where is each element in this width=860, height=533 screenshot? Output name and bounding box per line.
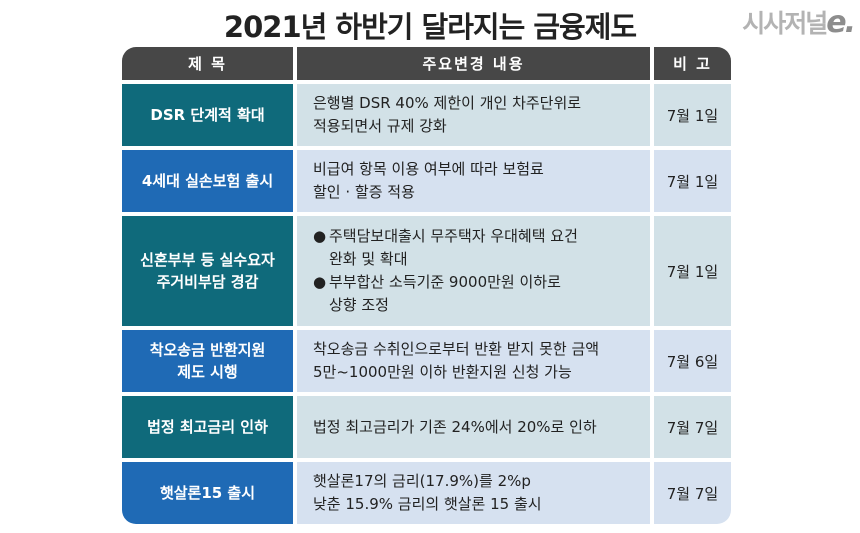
row-1-title: DSR 단계적 확대 <box>122 84 293 146</box>
row-6-title-line: 햇살론15 출시 <box>159 484 256 502</box>
row-3-bullet-2: ● 부부합산 소득기준 9000만원 이하로 <box>313 271 650 294</box>
row-2-desc-line-1: 비급여 항목 이용 여부에 따라 보험료 <box>313 160 544 178</box>
row-1-desc: 은행별 DSR 40% 제한이 개인 차주단위로 적용되면서 규제 강화 <box>297 84 650 146</box>
row-1-desc-line-1: 은행별 DSR 40% 제한이 개인 차주단위로 <box>313 94 582 112</box>
row-3-date: 7월 1일 <box>654 216 731 326</box>
row-5-title: 법정 최고금리 인하 <box>122 396 293 458</box>
logo-text: 시사저널 <box>742 9 828 38</box>
row-3-bullet-2-line-2: 상향 조정 <box>329 296 389 314</box>
header-title: 제 목 <box>122 47 293 80</box>
row-2-desc-line-2: 할인 · 할증 적용 <box>313 183 415 201</box>
row-2-desc: 비급여 항목 이용 여부에 따라 보험료 할인 · 할증 적용 <box>297 150 650 212</box>
row-4-title-line-2: 제도 시행 <box>177 363 238 381</box>
row-3-title-line-2: 주거비부담 경감 <box>156 273 259 291</box>
header-note: 비 고 <box>654 47 731 80</box>
row-3-title-line-1: 신혼부부 등 실수요자 <box>140 251 275 269</box>
row-5-desc-line-1: 법정 최고금리가 기존 24%에서 20%로 인하 <box>313 417 597 436</box>
row-1-desc-line-2: 적용되면서 규제 강화 <box>313 117 447 135</box>
row-3-bullet-1-line-2: 완화 및 확대 <box>329 250 408 268</box>
row-5-date: 7월 7일 <box>654 396 731 458</box>
row-3-desc: ● 주택담보대출시 무주택자 우대혜택 요건 완화 및 확대 ● 부부합산 소득… <box>297 216 650 326</box>
row-6-date: 7월 7일 <box>654 462 731 524</box>
row-4-desc-line-2: 5만~1000만원 이하 반환지원 신청 가능 <box>313 363 572 381</box>
row-6-title: 햇살론15 출시 <box>122 462 293 524</box>
row-2-title: 4세대 실손보험 출시 <box>122 150 293 212</box>
row-4-title-line-1: 착오송금 반환지원 <box>149 341 266 359</box>
page-title: 2021년 하반기 달라지는 금융제도 <box>223 10 637 44</box>
row-3-bullet-1-line-1: 주택담보대출시 무주택자 우대혜택 요건 <box>329 227 578 245</box>
row-1-date: 7월 1일 <box>654 84 731 146</box>
row-6-desc: 햇살론17의 금리(17.9%)를 2%p 낮춘 15.9% 금리의 햇살론 1… <box>297 462 650 524</box>
row-6-desc-line-1: 햇살론17의 금리(17.9%)를 2%p <box>313 472 531 490</box>
bullet-dot-icon: ● <box>313 273 327 291</box>
row-3-bullet-1: ● 주택담보대출시 무주택자 우대혜택 요건 <box>313 225 650 248</box>
row-5-title-line: 법정 최고금리 인하 <box>147 418 268 436</box>
bullet-dot-icon: ● <box>313 227 327 245</box>
logo-e: e. <box>826 5 856 40</box>
row-4-date: 7월 6일 <box>654 330 731 392</box>
row-3-bullet-2-line-1: 부부합산 소득기준 9000만원 이하로 <box>329 273 561 291</box>
policy-table: 제 목 주요변경 내용 비 고 DSR 단계적 확대 은행별 DSR 40% 제… <box>122 47 731 524</box>
row-3-title: 신혼부부 등 실수요자 주거비부담 경감 <box>122 216 293 326</box>
header-changes: 주요변경 내용 <box>297 47 650 80</box>
row-4-desc: 착오송금 수취인으로부터 반환 받지 못한 금액 5만~1000만원 이하 반환… <box>297 330 650 392</box>
publisher-logo: 시사저널e. <box>742 4 856 40</box>
row-1-title-line: DSR 단계적 확대 <box>150 106 265 124</box>
row-4-title: 착오송금 반환지원 제도 시행 <box>122 330 293 392</box>
row-5-desc: 법정 최고금리가 기존 24%에서 20%로 인하 <box>297 396 650 458</box>
row-2-date: 7월 1일 <box>654 150 731 212</box>
row-6-desc-line-2: 낮춘 15.9% 금리의 햇살론 15 출시 <box>313 495 542 513</box>
row-4-desc-line-1: 착오송금 수취인으로부터 반환 받지 못한 금액 <box>313 340 600 358</box>
row-2-title-line: 4세대 실손보험 출시 <box>141 172 274 190</box>
